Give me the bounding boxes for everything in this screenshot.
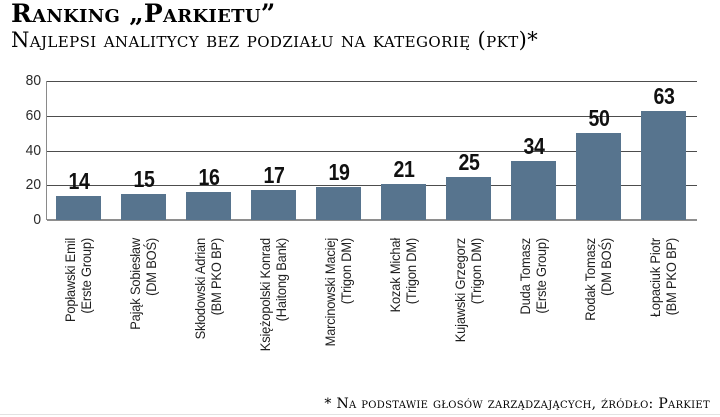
bar-value-label: 14 [68,168,89,194]
analyst-name: Duda Tomasz [517,238,533,315]
analyst-name: Rodak Tomasz [582,238,598,321]
analyst-org: (BM PKO BP) [662,238,679,316]
analyst-org: (Trigon DM) [337,238,354,305]
analyst-org: (Trigon DM) [467,238,484,305]
chart-title: Ranking „Parkietu” [11,0,276,28]
analyst-org: (DM BOŚ) [597,238,614,296]
bar [446,177,491,220]
x-axis-category-label: Skłodowski Adrian (BM PKO BP) [192,238,224,396]
analyst-name: Pająk Sobiesław [127,238,143,330]
y-axis-tick-label: 80 [25,72,41,89]
bar [316,187,361,220]
x-axis-category-label: Kujawski Grzegorz (Trigon DM) [452,238,484,396]
bar [251,190,296,220]
y-axis-tick-label: 40 [25,142,41,159]
analyst-org: (Haitong Bank) [272,238,289,322]
analyst-name: Kozak Michał [387,238,403,313]
bar-value-label: 25 [458,149,479,175]
analyst-name: Popławski Emil [62,238,78,323]
bar-value-label: 19 [328,159,349,185]
bar-value-label: 63 [653,83,674,109]
gridline [47,116,697,117]
analyst-name: Księżopolski Konrad [257,238,273,352]
bar [56,196,101,220]
analyst-org: (Trigon DM) [402,238,419,305]
bar-value-label: 21 [393,156,414,182]
y-axis-tick-label: 0 [33,211,41,228]
x-axis-category-label: Rodak Tomasz (DM BOŚ) [582,238,614,396]
bar [641,111,686,220]
gridline [47,81,697,82]
bar-value-label: 34 [523,133,544,159]
chart-subtitle: Najlepsi analitycy bez podziału na kateg… [11,28,539,52]
bar-value-label: 15 [133,166,154,192]
bar [121,194,166,220]
bar [576,133,621,220]
x-axis-category-label: Duda Tomasz (Erste Group) [517,238,549,396]
y-axis-line [46,81,47,220]
x-axis-category-label: Kozak Michał (Trigon DM) [387,238,419,396]
analyst-org: (BM PKO BP) [207,238,224,316]
y-axis-tick-label: 60 [25,107,41,124]
source-footnote: * Na podstawie głosów zarządzających, źr… [324,396,710,412]
x-axis-line [47,219,697,221]
analyst-org: (Erste Group) [77,238,94,314]
x-axis-category-label: Popławski Emil (Erste Group) [62,238,94,396]
bottom-divider [0,414,720,415]
bar [186,192,231,220]
x-axis-category-label: Pająk Sobiesław (DM BOŚ) [127,238,159,396]
x-axis-category-label: Marcinowski Maciej (Trigon DM) [322,238,354,396]
analyst-org: (Erste Group) [532,238,549,314]
bar-value-label: 16 [198,164,219,190]
bar [381,184,426,220]
x-axis-category-label: Łopaciuk Piotr (BM PKO BP) [647,238,679,396]
y-axis-tick-label: 20 [25,176,41,193]
analyst-org: (DM BOŚ) [142,238,159,296]
x-axis-category-label: Księżopolski Konrad (Haitong Bank) [257,238,289,396]
gridline [47,151,697,152]
bar-value-label: 17 [263,162,284,188]
gridline [47,185,697,186]
analyst-name: Marcinowski Maciej [322,238,338,347]
analyst-name: Łopaciuk Piotr [647,238,663,318]
bar [511,161,556,220]
analyst-name: Skłodowski Adrian [192,238,208,340]
analyst-name: Kujawski Grzegorz [452,238,468,343]
bar-value-label: 50 [588,105,609,131]
